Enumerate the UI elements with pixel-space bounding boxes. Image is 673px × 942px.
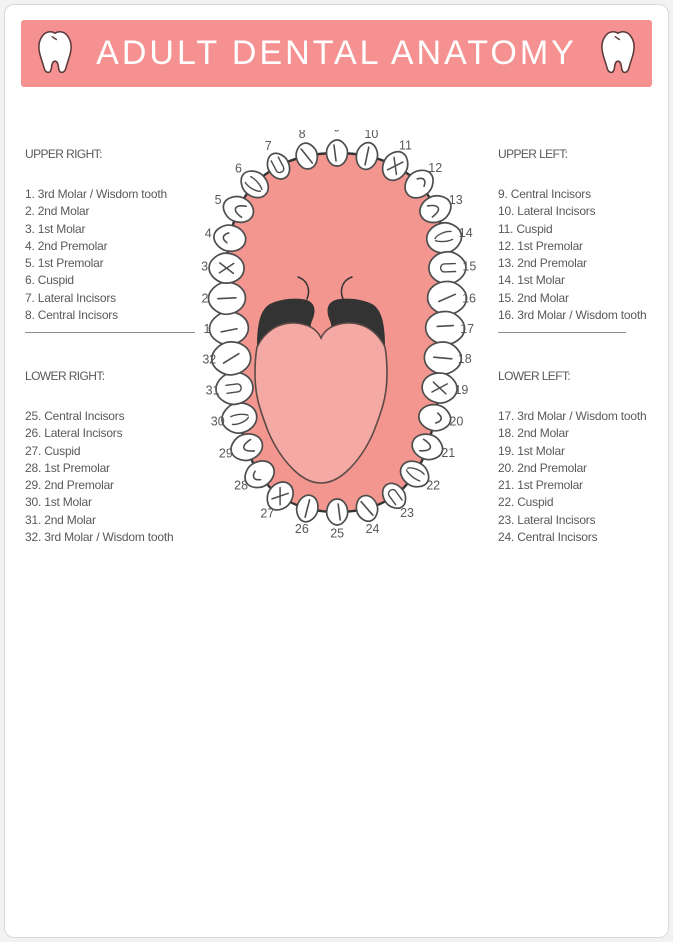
svg-text:3: 3 <box>201 260 208 274</box>
svg-text:4: 4 <box>205 226 212 240</box>
svg-text:13: 13 <box>449 193 463 207</box>
svg-text:12: 12 <box>428 161 442 175</box>
svg-text:10: 10 <box>364 130 378 141</box>
svg-text:7: 7 <box>265 139 272 153</box>
svg-text:26: 26 <box>295 522 309 536</box>
svg-text:23: 23 <box>400 506 414 520</box>
svg-text:32: 32 <box>202 353 216 367</box>
svg-text:2: 2 <box>201 292 208 306</box>
svg-text:20: 20 <box>449 414 463 428</box>
svg-text:15: 15 <box>462 259 476 273</box>
svg-text:5: 5 <box>215 193 222 207</box>
svg-text:8: 8 <box>299 130 306 141</box>
svg-text:11: 11 <box>399 139 412 153</box>
svg-text:27: 27 <box>260 506 274 520</box>
svg-text:16: 16 <box>462 291 476 305</box>
svg-text:21: 21 <box>441 446 455 460</box>
svg-text:18: 18 <box>458 352 472 366</box>
svg-text:6: 6 <box>235 162 242 176</box>
svg-text:22: 22 <box>426 478 440 492</box>
svg-text:25: 25 <box>330 526 344 540</box>
svg-text:1: 1 <box>203 322 210 336</box>
svg-text:19: 19 <box>454 383 468 397</box>
svg-text:17: 17 <box>460 322 474 336</box>
svg-text:14: 14 <box>459 226 473 240</box>
svg-text:9: 9 <box>334 130 341 134</box>
svg-text:24: 24 <box>366 522 380 536</box>
